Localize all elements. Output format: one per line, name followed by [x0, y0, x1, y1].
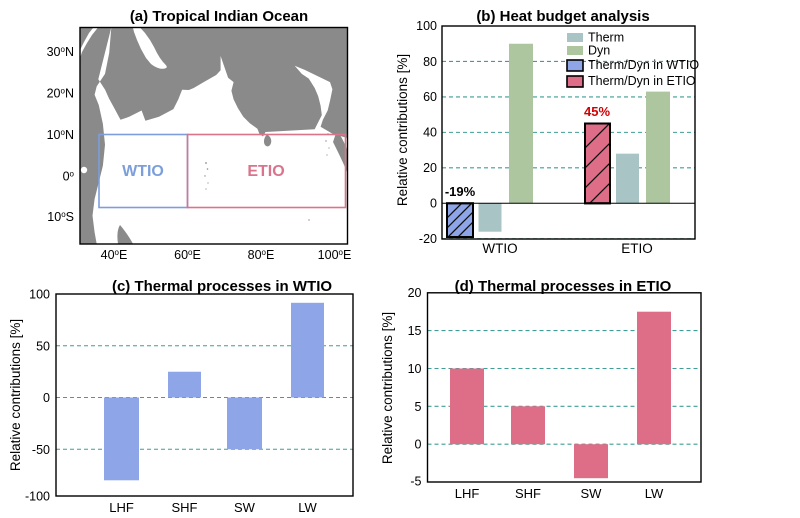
svg-text:SW: SW: [581, 486, 603, 501]
svg-text:5: 5: [415, 400, 422, 414]
svg-text:SHF: SHF: [515, 486, 541, 501]
svg-text:15: 15: [408, 324, 422, 338]
svg-text:LHF: LHF: [455, 486, 480, 501]
svg-text:20: 20: [408, 286, 422, 300]
svg-text:LW: LW: [645, 486, 664, 501]
svg-text:10: 10: [408, 362, 422, 376]
svg-text:Relative contributions [%]: Relative contributions [%]: [380, 312, 395, 464]
svg-text:-5: -5: [410, 475, 421, 489]
svg-text:0: 0: [415, 438, 422, 452]
